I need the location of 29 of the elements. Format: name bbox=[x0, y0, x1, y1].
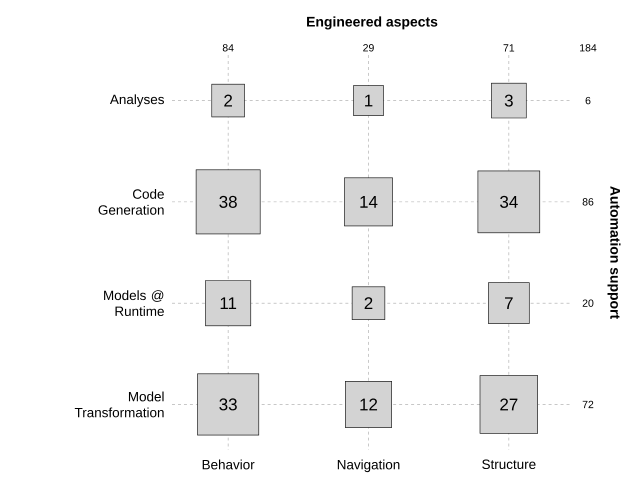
data-label: 2 bbox=[224, 94, 232, 106]
data-label: 14 bbox=[360, 196, 378, 208]
x-tick-label: Structure bbox=[482, 460, 536, 470]
data-label: 2 bbox=[364, 297, 372, 310]
text: 6 bbox=[586, 96, 590, 104]
data-label: 33 bbox=[219, 398, 237, 410]
data-label: 38 bbox=[219, 196, 237, 208]
text: 71 bbox=[504, 44, 514, 52]
x-tick-label: Navigation bbox=[338, 460, 400, 472]
text: 72 bbox=[582, 400, 594, 408]
x-tick-label: Behavior bbox=[202, 460, 254, 470]
data-label: 12 bbox=[360, 398, 378, 410]
chart-title: Engineered aspects bbox=[307, 16, 438, 30]
data-label: 3 bbox=[504, 94, 513, 107]
text: 29 bbox=[363, 44, 374, 52]
y-tick-label: Analyses bbox=[110, 94, 164, 107]
data-label: 27 bbox=[500, 398, 518, 410]
data-label: 7 bbox=[505, 297, 513, 309]
text: 86 bbox=[582, 198, 594, 206]
data-label: 11 bbox=[220, 297, 236, 309]
data-label: 34 bbox=[500, 196, 518, 208]
text: 184 bbox=[580, 44, 596, 52]
y-tick-label: Models @ Runtime bbox=[104, 290, 164, 316]
text: 84 bbox=[222, 44, 234, 52]
y-tick-label: Model Transformation bbox=[74, 392, 164, 418]
y2-axis-title: Automation support bbox=[608, 186, 621, 319]
text: 20 bbox=[582, 299, 594, 307]
data-label: 1 bbox=[365, 94, 372, 106]
y-tick-label: Code Generation bbox=[98, 188, 164, 215]
